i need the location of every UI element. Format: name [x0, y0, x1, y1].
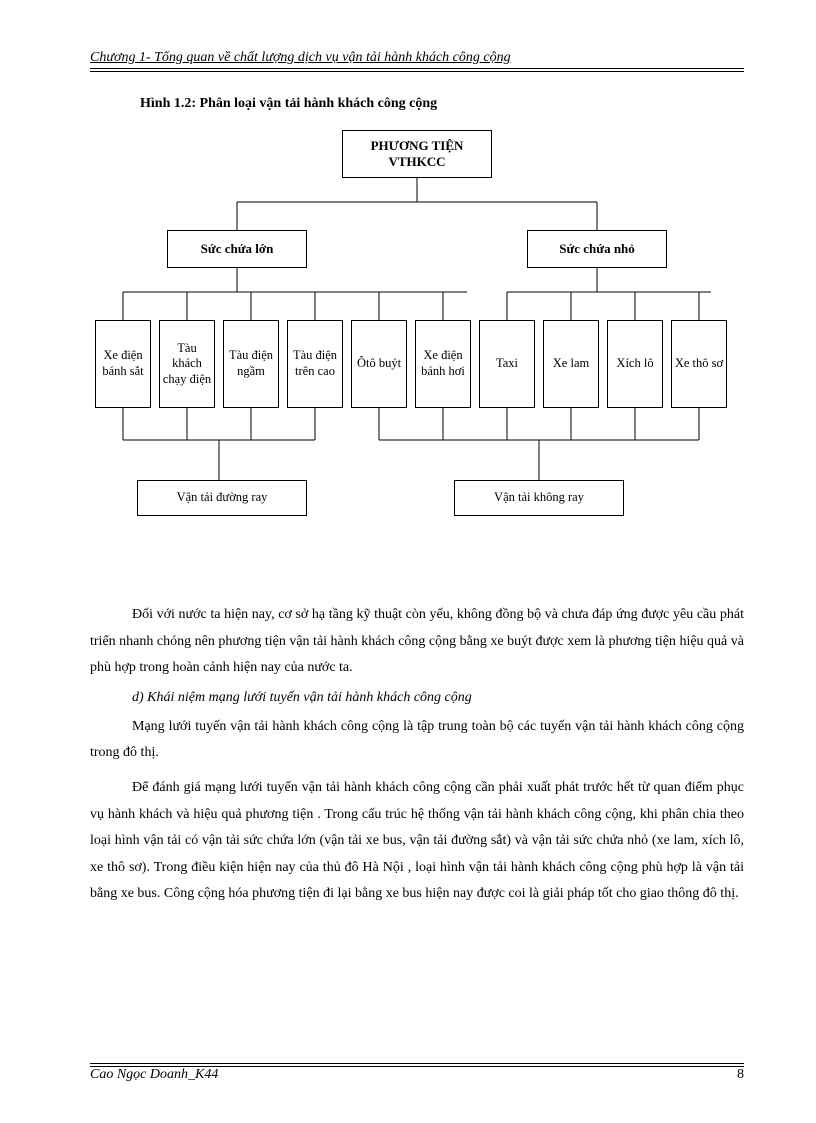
root-line2: VTHKCC: [388, 154, 445, 169]
leaf-4: Ôtô buýt: [351, 320, 407, 408]
node-capacity-large: Sức chứa lớn: [167, 230, 307, 268]
node-root: PHƯƠNG TIỆN VTHKCC: [342, 130, 492, 178]
leaf-5: Xe điện bánh hơi: [415, 320, 471, 408]
leaf-7: Xe lam: [543, 320, 599, 408]
chapter-title: Chương 1- Tổng quan về chất lượng dịch v…: [90, 50, 744, 66]
leaf-8: Xích lô: [607, 320, 663, 408]
node-nonrail-transport: Vận tải không ray: [454, 480, 624, 516]
paragraph-1: Đối với nước ta hiện nay, cơ sở hạ tầng …: [90, 602, 744, 682]
header-rule: [90, 68, 744, 72]
footer-author: Cao Ngọc Doanh_K44: [90, 1067, 218, 1083]
page-footer: Cao Ngọc Doanh_K44 8: [90, 1061, 744, 1083]
footer-page-number: 8: [737, 1067, 744, 1083]
leaf-0: Xe điện bánh sắt: [95, 320, 151, 408]
page-header: Chương 1- Tổng quan về chất lượng dịch v…: [90, 50, 744, 72]
node-capacity-small: Sức chứa nhỏ: [527, 230, 667, 268]
leaf-1: Tàu khách chạy điện: [159, 320, 215, 408]
classification-diagram: PHƯƠNG TIỆN VTHKCC Sức chứa lớn Sức chứa…: [97, 130, 737, 590]
leaf-9: Xe thô sơ: [671, 320, 727, 408]
subsection-d: d) Khái niệm mạng lưới tuyến vận tải hàn…: [90, 690, 744, 706]
leaf-6: Taxi: [479, 320, 535, 408]
node-rail-transport: Vận tải đường ray: [137, 480, 307, 516]
leaf-2: Tàu điện ngầm: [223, 320, 279, 408]
paragraph-2: Mạng lưới tuyến vận tải hành khách công …: [90, 714, 744, 767]
root-line1: PHƯƠNG TIỆN: [371, 138, 464, 153]
figure-title: Hình 1.2: Phân loại vận tải hành khách c…: [140, 96, 744, 112]
leaf-3: Tàu điện trên cao: [287, 320, 343, 408]
paragraph-3: Để đánh giá mạng lưới tuyến vận tải hành…: [90, 775, 744, 908]
